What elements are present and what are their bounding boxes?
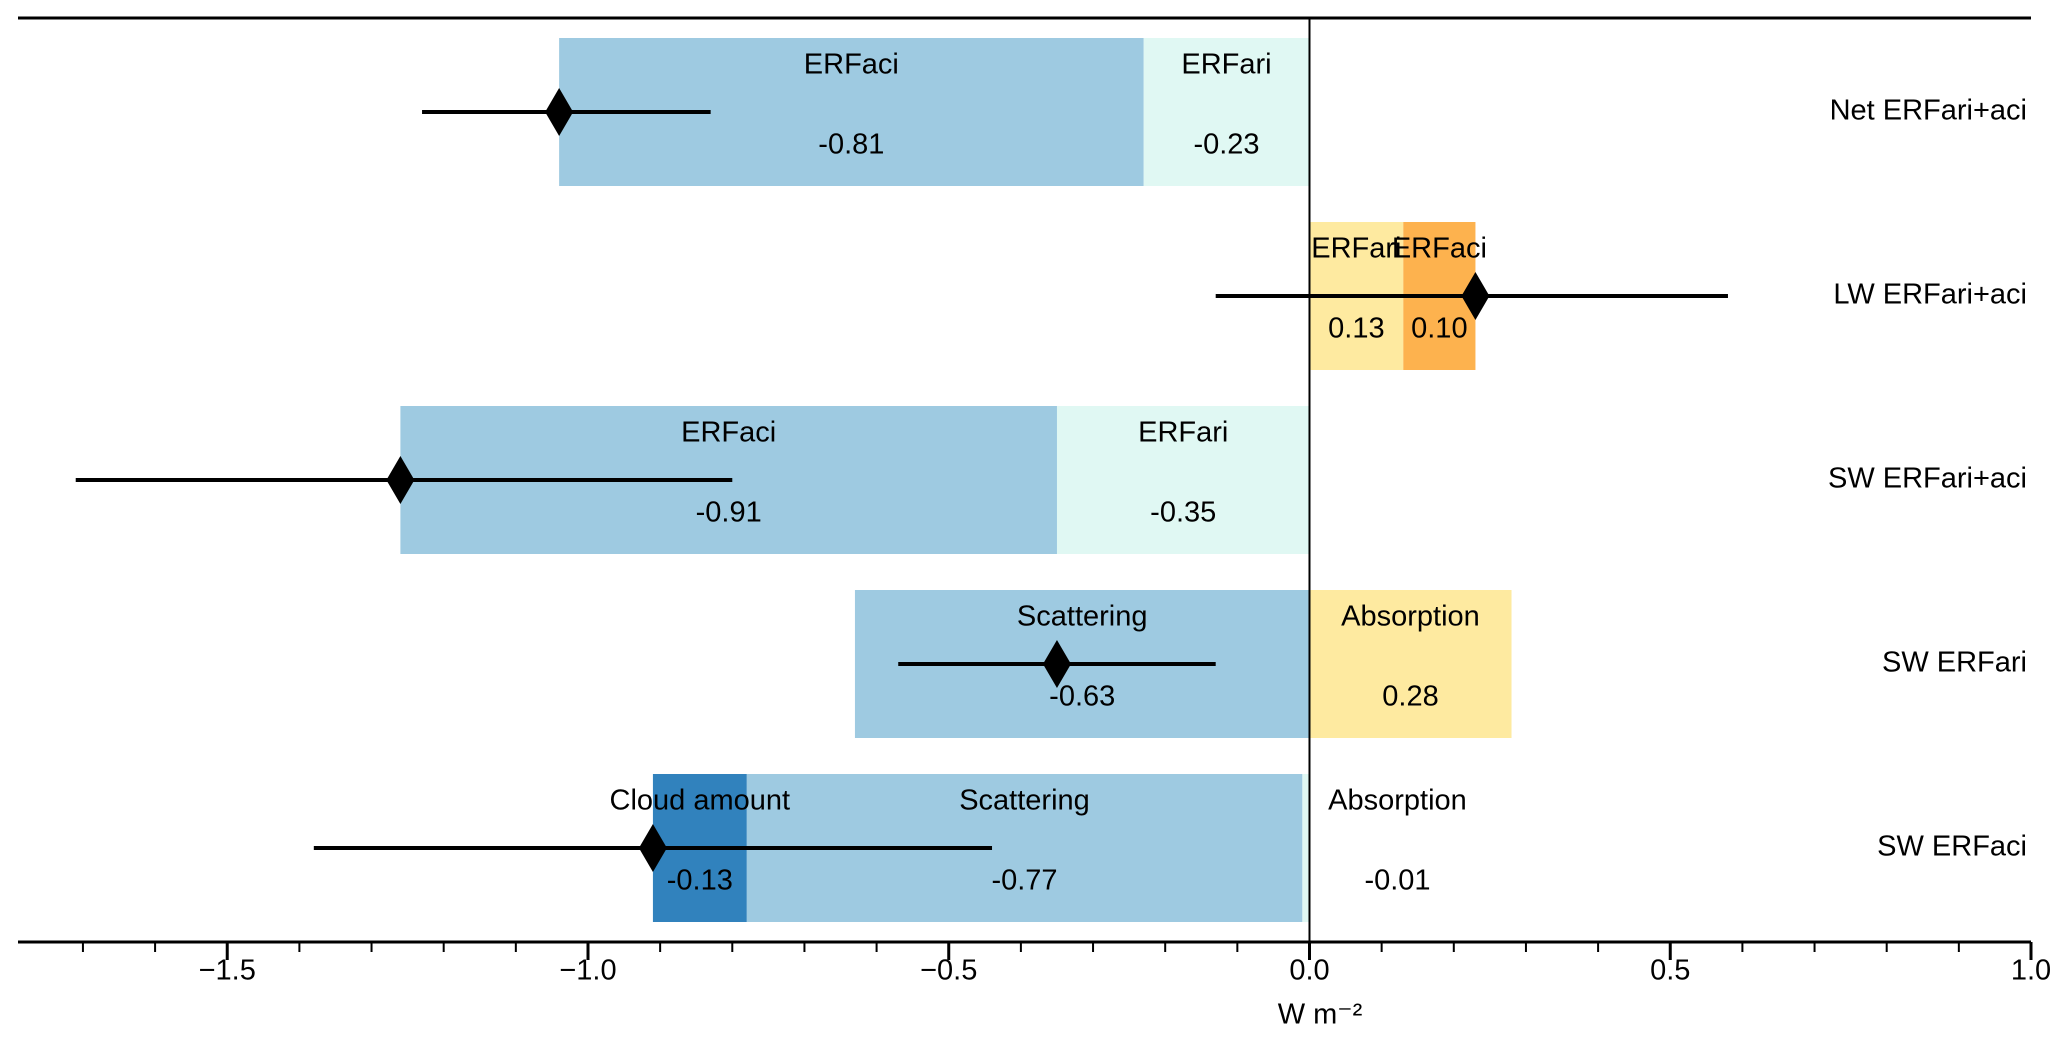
x-tick-label: 1.0 <box>2011 955 2051 987</box>
row-label: LW ERFari+aci <box>1833 279 2027 311</box>
segment-label: Absorption <box>1328 785 1467 817</box>
segment-label: Absorption <box>1341 601 1480 633</box>
x-tick-label: 0.5 <box>1650 955 1690 987</box>
segment-label: Scattering <box>959 785 1090 817</box>
value-label: -0.23 <box>1193 129 1259 161</box>
value-label: -0.81 <box>818 129 884 161</box>
x-tick-label: −0.5 <box>920 955 977 987</box>
value-label: 0.10 <box>1411 313 1467 345</box>
estimate-marker <box>1042 640 1071 688</box>
value-label: -0.77 <box>991 865 1057 897</box>
value-label: -0.01 <box>1364 865 1430 897</box>
estimate-marker <box>386 456 415 504</box>
value-label: -0.35 <box>1150 497 1216 529</box>
row-label: SW ERFari <box>1882 647 2027 679</box>
estimate-marker <box>638 824 667 872</box>
x-tick-label: −1.5 <box>199 955 256 987</box>
value-label: -0.63 <box>1049 681 1115 713</box>
value-label: 0.13 <box>1328 313 1384 345</box>
segment-label: ERFari <box>1138 417 1228 449</box>
x-axis-label: W m⁻² <box>1278 999 1363 1031</box>
value-label: -0.91 <box>696 497 762 529</box>
x-tick-label: −1.0 <box>559 955 616 987</box>
value-label: -0.13 <box>667 865 733 897</box>
segment-label: ERFari <box>1181 49 1271 81</box>
segment-label: ERFaci <box>1392 233 1487 265</box>
x-tick-label: 0.0 <box>1289 955 1329 987</box>
segment-label: ERFari <box>1311 233 1401 265</box>
bar-segment <box>1056 406 1310 554</box>
estimate-marker <box>1461 272 1490 320</box>
value-label: 0.28 <box>1382 681 1438 713</box>
row-label: SW ERFari+aci <box>1828 463 2027 495</box>
segment-label: ERFaci <box>804 49 899 81</box>
bar-segment <box>1309 590 1512 738</box>
bar-segment <box>1143 38 1310 186</box>
segment-label: Cloud amount <box>610 785 791 817</box>
estimate-marker <box>545 88 574 136</box>
row-label: Net ERFari+aci <box>1830 95 2027 127</box>
row-label: SW ERFaci <box>1877 831 2027 863</box>
segment-label: ERFaci <box>681 417 776 449</box>
segment-label: Scattering <box>1017 601 1148 633</box>
bar-segment <box>1302 774 1310 922</box>
